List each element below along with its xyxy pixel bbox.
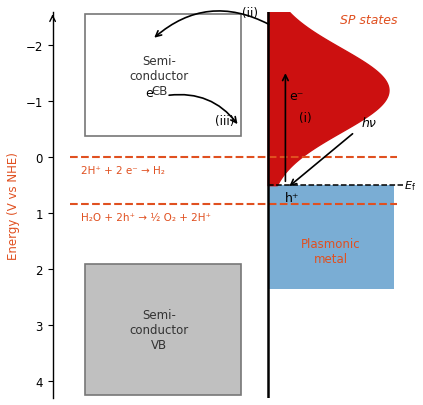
Text: hν: hν [362,117,377,130]
Text: h⁺: h⁺ [285,192,300,205]
Text: (iii): (iii) [215,115,235,128]
Text: Semi-
conductor
CB: Semi- conductor CB [129,55,189,97]
Text: e⁻: e⁻ [289,90,303,103]
Text: e⁻: e⁻ [145,87,159,100]
Text: $E_{\rm f}$: $E_{\rm f}$ [404,179,416,193]
Text: Plasmonic
metal: Plasmonic metal [301,237,360,265]
Text: (ii): (ii) [242,7,258,20]
Bar [85,264,241,395]
Text: H₂O + 2h⁺ → ½ O₂ + 2H⁺: H₂O + 2h⁺ → ½ O₂ + 2H⁺ [81,213,211,223]
Bar [85,15,241,136]
Text: (i): (i) [299,112,311,125]
Bar [268,186,394,289]
Text: 2H⁺ + 2 e⁻ → H₂: 2H⁺ + 2 e⁻ → H₂ [81,165,165,175]
Text: Semi-
conductor
VB: Semi- conductor VB [129,308,189,351]
Text: SP states: SP states [340,15,397,28]
Y-axis label: Energy (V vs NHE): Energy (V vs NHE) [7,151,20,259]
